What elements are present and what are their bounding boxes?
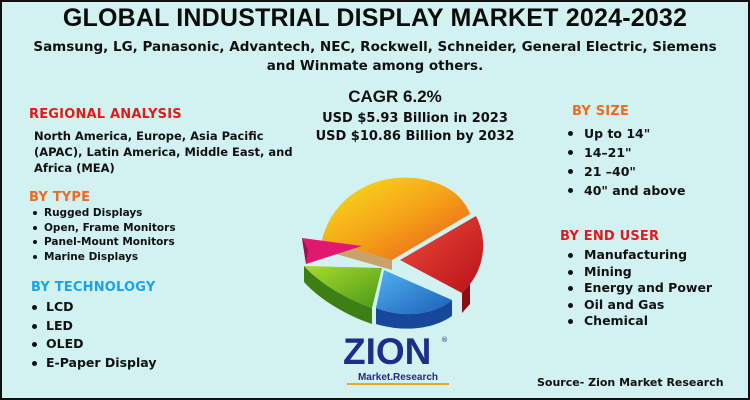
list-item: Manufacturing [560, 247, 712, 264]
list-item: Chemical [560, 313, 712, 330]
market-value-2032: USD $10.86 Billion by 2032 [315, 129, 515, 144]
page-title: GLOBAL INDUSTRIAL DISPLAY MARKET 2024-20… [62, 4, 688, 32]
decorative-pie-graphic [302, 177, 484, 329]
companies-subtitle: Samsung, LG, Panasonic, Advantech, NEC, … [33, 39, 717, 74]
list-item: Panel-Mount Monitors [30, 235, 176, 250]
list-item: 14–21" [560, 143, 686, 162]
list-item: OLED [30, 335, 156, 354]
pie-slice-pink [302, 238, 362, 264]
logo-tagline: Market.Research [347, 372, 449, 385]
list-item: Rugged Displays [30, 206, 176, 221]
list-item: Mining [560, 264, 712, 281]
by-technology-heading: BY TECHNOLOGY [31, 280, 156, 295]
by-size-heading: BY SIZE [572, 104, 630, 119]
by-size-list: Up to 14" 14–21" 21 –40" 40" and above [560, 124, 686, 200]
regional-analysis-heading: REGIONAL ANALYSIS [29, 107, 182, 122]
pie-slice-pink-edge [302, 238, 308, 264]
regional-analysis-text: North America, Europe, Asia Pacific (APA… [34, 129, 293, 175]
pie-slice-blue [376, 270, 452, 315]
list-item: Open, Frame Monitors [30, 221, 176, 236]
zion-logo: ZION [343, 331, 432, 372]
pie-slice-blue-edge [376, 300, 452, 329]
list-item: Up to 14" [560, 124, 686, 143]
list-item: Oil and Gas [560, 297, 712, 314]
list-item: Energy and Power [560, 280, 712, 297]
pie-slice-green-edge [304, 266, 372, 324]
by-type-heading: BY TYPE [29, 190, 91, 205]
by-type-list: Rugged Displays Open, Frame Monitors Pan… [30, 206, 176, 264]
by-technology-list: LCD LED OLED E-Paper Display [30, 298, 156, 372]
pie-slice-red [400, 216, 484, 293]
source-credit: Source- Zion Market Research [537, 376, 724, 389]
by-end-user-list: Manufacturing Mining Energy and Power Oi… [560, 247, 712, 330]
by-end-user-heading: BY END USER [560, 229, 660, 244]
registered-mark: ® [441, 336, 448, 344]
list-item: 21 –40" [560, 162, 686, 181]
pie-slice-yellow [322, 177, 470, 260]
list-item: 40" and above [560, 181, 686, 200]
market-values: USD $5.93 Billion in 2023 USD $10.86 Bil… [290, 110, 540, 146]
cagr-value: CAGR 6.2% [348, 87, 442, 106]
pie-slice-red-edge [462, 284, 470, 313]
market-value-2023: USD $5.93 Billion in 2023 [322, 111, 508, 126]
list-item: LED [30, 317, 156, 336]
list-item: E-Paper Display [30, 354, 156, 373]
pie-slice-green [304, 266, 382, 308]
list-item: LCD [30, 298, 156, 317]
list-item: Marine Displays [30, 250, 176, 265]
